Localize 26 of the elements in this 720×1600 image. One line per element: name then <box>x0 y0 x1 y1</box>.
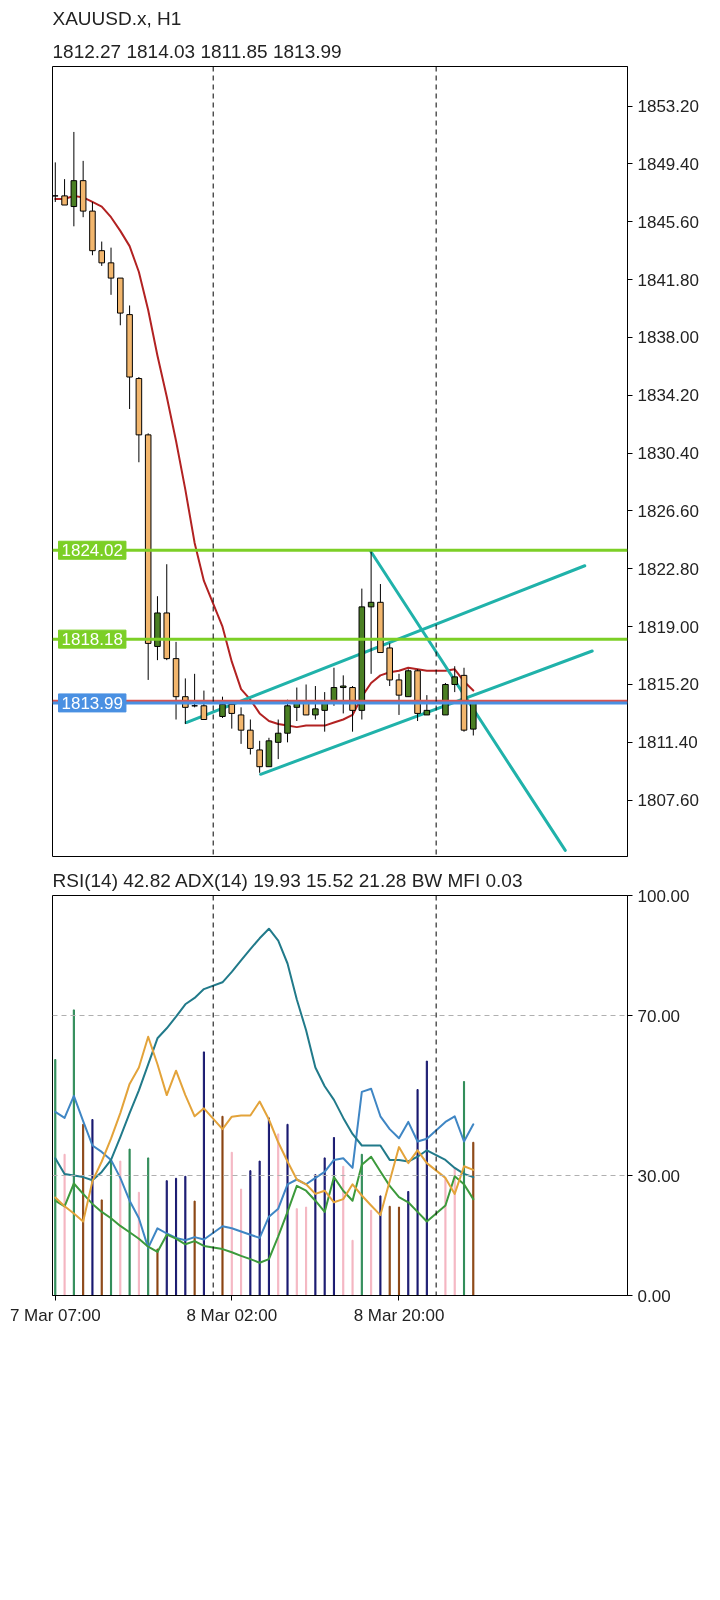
ref-line-label: 1818.18 <box>61 630 123 650</box>
y-tick-label: 1807.60 <box>637 791 699 811</box>
y-tick-label: 1838.00 <box>637 328 699 348</box>
x-tick-label: 7 Mar 07:00 <box>9 1305 101 1325</box>
ref-line-label: 1824.02 <box>61 541 123 561</box>
chart-title: XAUUSD.x, H1 <box>52 7 182 29</box>
y-tick-label: 0.00 <box>637 1286 671 1306</box>
y-tick-label: 1830.40 <box>637 444 699 464</box>
x-tick-label: 8 Mar 02:00 <box>186 1305 278 1325</box>
y-tick-label: 1841.80 <box>637 270 699 290</box>
y-tick-label: 1822.80 <box>637 559 699 579</box>
y-tick-label: 70.00 <box>637 1006 681 1026</box>
y-tick-label: 1819.00 <box>637 617 699 637</box>
y-tick-label: 100.00 <box>637 886 690 906</box>
y-tick-label: 1815.20 <box>637 675 699 695</box>
y-tick-label: 1853.20 <box>637 97 699 117</box>
y-tick-label: 1845.60 <box>637 212 699 232</box>
y-tick-label: 1811.40 <box>637 733 698 753</box>
x-tick-label: 8 Mar 20:00 <box>353 1305 445 1325</box>
ref-line-label: 1813.99 <box>61 693 123 713</box>
chart-title: RSI(14) 42.82 ADX(14) 19.93 15.52 21.28 BW MFI 0.03 <box>52 869 523 891</box>
chart-subtitle: 1812.27 1814.03 1811.85 1813.99 <box>52 40 342 62</box>
y-tick-label: 1849.40 <box>637 154 699 174</box>
y-tick-label: 1834.20 <box>637 386 699 406</box>
y-tick-label: 30.00 <box>637 1166 681 1186</box>
y-tick-label: 1826.60 <box>637 501 699 521</box>
